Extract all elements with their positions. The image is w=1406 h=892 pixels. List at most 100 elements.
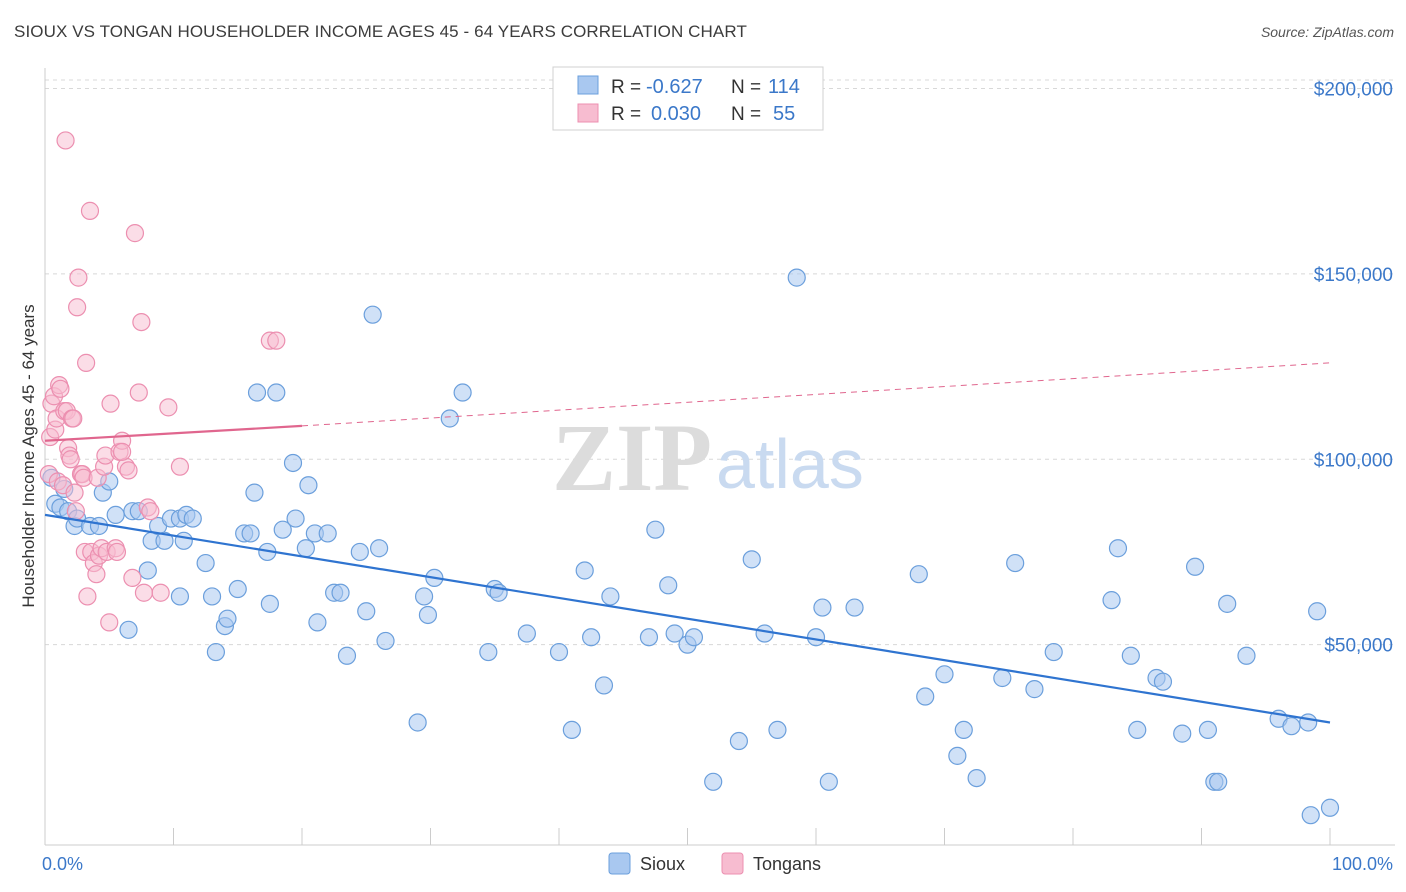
sioux-point-83 xyxy=(813,598,832,617)
series-legend: Sioux Tongans xyxy=(608,852,821,875)
sioux-point-63 xyxy=(517,624,536,643)
sioux-point-94 xyxy=(1025,680,1044,699)
sioux-point-66 xyxy=(575,561,594,580)
tongan-point-53 xyxy=(151,583,170,602)
sioux-point-49 xyxy=(350,542,369,562)
sioux-point-85 xyxy=(845,598,864,617)
sioux-point-84 xyxy=(819,772,838,791)
x-tick-label-0: 0.0% xyxy=(42,854,83,874)
legend-swatch-sioux-bottom xyxy=(608,852,631,875)
y-tick-label-3: $200,000 xyxy=(1314,80,1393,101)
y-tick-label-2: $150,000 xyxy=(1314,265,1393,286)
sioux-point-108 xyxy=(1237,646,1256,665)
legend-swatch-tongan xyxy=(577,103,599,123)
sioux-point-37 xyxy=(267,383,286,402)
sioux-point-42 xyxy=(299,476,318,495)
sioux-point-59 xyxy=(453,383,472,402)
tongan-point-39 xyxy=(101,394,120,413)
sioux-point-24 xyxy=(183,509,202,528)
sioux-point-71 xyxy=(646,520,665,539)
sioux-point-54 xyxy=(408,713,427,732)
sioux-point-73 xyxy=(665,624,684,643)
sioux-point-12 xyxy=(119,620,138,639)
sioux-point-107 xyxy=(1218,594,1237,613)
tongan-point-17 xyxy=(64,409,83,428)
sioux-point-92 xyxy=(993,668,1012,688)
sioux-point-25 xyxy=(196,553,215,573)
sioux-point-99 xyxy=(1128,720,1147,740)
sioux-point-98 xyxy=(1121,646,1140,665)
sioux-point-91 xyxy=(967,768,986,788)
tongan-point-41 xyxy=(107,542,127,562)
tongan-trend-line xyxy=(44,424,303,442)
tongan-point-18 xyxy=(65,483,84,502)
sioux-point-88 xyxy=(935,665,954,684)
sioux-point-69 xyxy=(601,587,620,606)
sioux-point-44 xyxy=(308,613,327,632)
sioux-point-112 xyxy=(1301,806,1320,825)
sioux-point-77 xyxy=(729,731,749,751)
sioux-point-97 xyxy=(1108,539,1128,558)
sioux-point-87 xyxy=(916,687,935,706)
watermark-atlas: atlas xyxy=(716,425,864,503)
sioux-point-78 xyxy=(742,550,761,569)
y-tick-label-1: $100,000 xyxy=(1314,450,1393,471)
sioux-point-65 xyxy=(562,720,581,740)
sioux-point-51 xyxy=(363,305,382,324)
sioux-point-53 xyxy=(376,631,395,651)
tongan-point-54 xyxy=(159,398,178,417)
sioux-point-8 xyxy=(89,516,109,536)
trendlines xyxy=(44,362,1331,724)
sioux-point-72 xyxy=(659,576,678,595)
tongan-point-19 xyxy=(66,502,85,521)
sioux-point-18 xyxy=(155,531,174,550)
tongan-point-15 xyxy=(61,450,80,469)
tongan-point-27 xyxy=(78,587,97,606)
tongan-point-11 xyxy=(56,131,75,150)
sioux-point-15 xyxy=(138,561,157,580)
sioux-point-80 xyxy=(768,720,787,740)
sioux-point-68 xyxy=(594,676,614,695)
tongan-point-26 xyxy=(77,353,96,372)
tongan-point-50 xyxy=(134,583,154,602)
sioux-point-86 xyxy=(909,565,928,584)
correlation-legend: R = -0.627 N = 114 R = 0.030 N = 55 xyxy=(552,66,824,131)
sioux-point-104 xyxy=(1198,720,1218,740)
sioux-point-26 xyxy=(202,587,222,606)
legend-sioux-r-value: -0.627 xyxy=(646,76,703,98)
tongan-point-31 xyxy=(87,565,106,584)
x-tick-labels: 0.0% 100.0% xyxy=(42,854,1393,874)
sioux-point-27 xyxy=(206,642,226,662)
axes xyxy=(44,68,1395,846)
sioux-point-82 xyxy=(806,628,826,647)
sioux-point-79 xyxy=(755,624,774,643)
sioux-point-30 xyxy=(228,579,247,599)
sioux-point-101 xyxy=(1153,672,1173,691)
tongan-point-58 xyxy=(112,442,132,461)
sioux-point-110 xyxy=(1282,717,1301,736)
sioux-point-36 xyxy=(260,594,279,613)
y-tick-labels: $50,000 $100,000 $150,000 $200,000 xyxy=(1314,80,1393,657)
sioux-point-45 xyxy=(318,524,337,543)
legend-tongan-r-value: 0.030 xyxy=(651,103,701,125)
sioux-point-81 xyxy=(787,268,806,287)
tongan-points xyxy=(39,131,286,632)
sioux-point-113 xyxy=(1308,602,1327,621)
sioux-point-89 xyxy=(948,746,967,765)
chart-title: SIOUX VS TONGAN HOUSEHOLDER INCOME AGES … xyxy=(14,22,747,41)
tongan-point-45 xyxy=(119,461,138,480)
sioux-point-48 xyxy=(337,646,357,665)
sioux-point-32 xyxy=(241,524,260,543)
tongan-point-55 xyxy=(170,457,190,476)
sioux-point-95 xyxy=(1044,642,1063,662)
sioux-point-11 xyxy=(106,505,125,524)
sioux-point-56 xyxy=(418,605,438,625)
tongan-point-20 xyxy=(68,298,87,317)
watermark: ZIP atlas xyxy=(552,404,864,511)
sioux-point-47 xyxy=(331,583,350,602)
tongan-trend-line-extension xyxy=(301,362,1331,427)
sioux-point-75 xyxy=(684,628,704,647)
tongan-point-8 xyxy=(51,379,70,398)
tongan-point-47 xyxy=(125,224,145,243)
sioux-point-102 xyxy=(1173,724,1192,743)
